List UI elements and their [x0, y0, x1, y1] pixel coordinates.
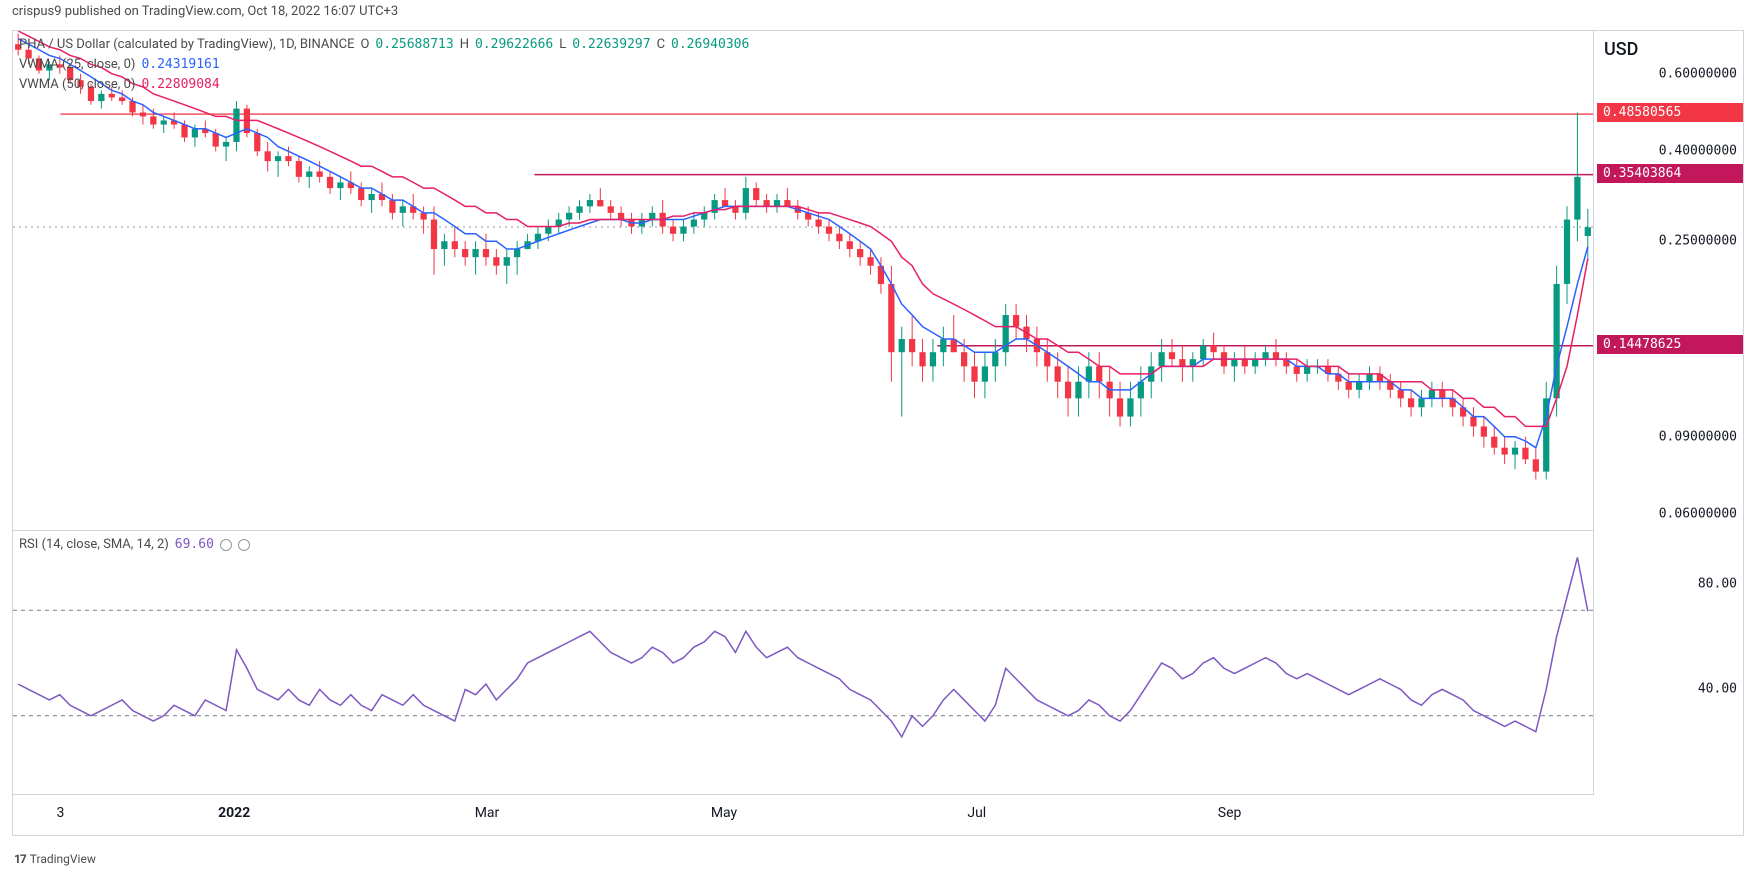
chart-container: PHA / US Dollar (calculated by TradingVi…	[12, 30, 1744, 836]
x-tick-label: 2022	[218, 805, 250, 821]
y-tick-label: 0.25000000	[1659, 234, 1737, 249]
publish-header: crispus9 published on TradingView.com, O…	[12, 4, 398, 19]
price-canvas	[13, 31, 1593, 531]
circle-icon	[220, 539, 232, 551]
close-value: 0.26940306	[671, 37, 749, 52]
high-value: 0.29622666	[475, 37, 553, 52]
currency-label: USD	[1604, 39, 1638, 60]
rsi-y-tick: 80.00	[1698, 576, 1737, 591]
x-tick-label: Jul	[967, 805, 986, 821]
tradingview-logo-icon: 17	[14, 852, 26, 866]
symbol-legend: PHA / US Dollar (calculated by TradingVi…	[19, 37, 749, 52]
price-y-axis[interactable]: USD 0.60000000 0.40000000 0.25000000 0.0900…	[1593, 31, 1743, 531]
low-value: 0.22639297	[572, 37, 650, 52]
main-price-chart[interactable]: PHA / US Dollar (calculated by TradingVi…	[13, 31, 1593, 531]
price-line-label: 0.14478625	[1597, 335, 1743, 354]
y-tick-label: 0.06000000	[1659, 507, 1737, 522]
open-value: 0.25688713	[375, 37, 453, 52]
x-tick-label: Mar	[475, 805, 500, 821]
x-tick-label: 3	[56, 805, 64, 821]
rsi-chart[interactable]: RSI (14, close, SMA, 14, 2) 69.60	[13, 531, 1593, 795]
time-x-axis[interactable]: 3 2022 Mar May Jul Sep	[13, 795, 1593, 835]
y-tick-label: 0.40000000	[1659, 144, 1737, 159]
x-tick-label: Sep	[1218, 805, 1242, 821]
vwma25-legend: VWMA (25, close, 0) 0.24319161	[19, 57, 220, 72]
rsi-y-tick: 40.00	[1698, 682, 1737, 697]
y-tick-label: 0.09000000	[1659, 429, 1737, 444]
price-line-label: 0.48580565	[1597, 103, 1743, 122]
x-tick-label: May	[711, 805, 737, 821]
vwma50-legend: VWMA (50, close, 0) 0.22809084	[19, 77, 220, 92]
watermark: 17 TradingView	[14, 852, 96, 866]
rsi-y-axis[interactable]: 80.00 40.00	[1593, 531, 1743, 795]
rsi-legend: RSI (14, close, SMA, 14, 2) 69.60	[19, 537, 250, 552]
price-line-label: 0.35403864	[1597, 164, 1743, 183]
rsi-canvas	[13, 531, 1593, 795]
circle-icon	[238, 539, 250, 551]
y-tick-label: 0.60000000	[1659, 66, 1737, 81]
